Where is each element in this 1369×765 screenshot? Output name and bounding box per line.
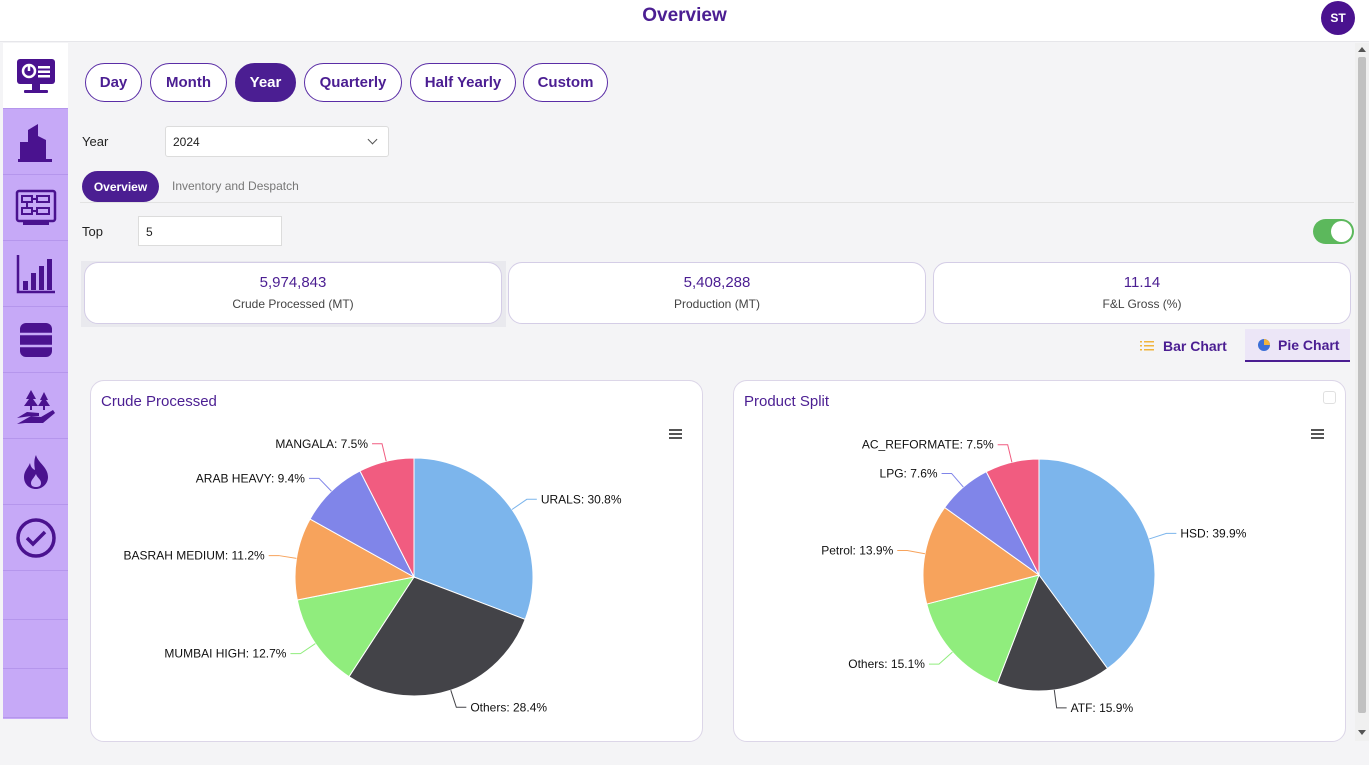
pie-connector bbox=[997, 444, 1013, 463]
period-month-button[interactable]: Month bbox=[150, 63, 227, 102]
pie-data-label: LPG: 7.6% bbox=[880, 466, 938, 480]
pie-slice-mangala[interactable] bbox=[359, 457, 415, 578]
scroll-down-arrow[interactable] bbox=[1358, 730, 1366, 735]
top-label: Top bbox=[82, 224, 103, 239]
tab-overview[interactable]: Overview bbox=[82, 171, 159, 202]
top-bar: Overview ST bbox=[0, 0, 1369, 42]
toggle-knob bbox=[1331, 221, 1352, 242]
list-icon bbox=[1140, 340, 1154, 350]
pie-connector bbox=[268, 555, 297, 559]
pie-slice-others[interactable] bbox=[926, 574, 1040, 684]
sidebar-empty-slot bbox=[3, 571, 68, 620]
pie-connector bbox=[897, 549, 926, 555]
sidebar-item-environment[interactable] bbox=[3, 373, 68, 439]
check-circle-icon bbox=[15, 517, 56, 558]
pie-chart-label: Pie Chart bbox=[1278, 336, 1340, 353]
pie-data-label: Others: 28.4% bbox=[470, 700, 547, 714]
year-select-value: 2024 bbox=[173, 135, 200, 149]
page-title: Overview bbox=[642, 5, 727, 26]
period-custom-button[interactable]: Custom bbox=[523, 63, 608, 102]
kpi-label: Crude Processed (MT) bbox=[232, 297, 354, 311]
pie-connector bbox=[450, 690, 467, 708]
pie-connector bbox=[1053, 689, 1067, 709]
toggle-switch[interactable] bbox=[1313, 219, 1354, 244]
menu-icon[interactable] bbox=[669, 429, 682, 431]
sidebar bbox=[3, 43, 68, 719]
tab-inventory-despatch[interactable]: Inventory and Despatch bbox=[172, 179, 299, 193]
pie-data-label: ATF: 15.9% bbox=[1071, 701, 1134, 715]
pie-slice-ac-reformate[interactable] bbox=[985, 458, 1040, 576]
sidebar-item-analytics[interactable] bbox=[3, 241, 68, 307]
pie-data-label: AC_REFORMATE: 7.5% bbox=[862, 438, 994, 452]
panel-checkbox[interactable] bbox=[1323, 391, 1336, 404]
hand-plant-icon bbox=[16, 389, 55, 424]
pie-data-label: BASRAH MEDIUM: 11.2% bbox=[124, 549, 265, 563]
chart-title: Product Split bbox=[744, 393, 830, 410]
kpi-value: 11.14 bbox=[1123, 274, 1161, 291]
bar-chart-button[interactable]: Bar Chart bbox=[1140, 329, 1235, 362]
flame-icon bbox=[23, 454, 48, 489]
bar-chart-label: Bar Chart bbox=[1163, 337, 1227, 354]
pie-chart-button[interactable]: Pie Chart bbox=[1245, 329, 1350, 362]
scrollbar[interactable] bbox=[1355, 43, 1369, 741]
kpi-card-fl-gross[interactable]: 11.14 F&L Gross (%) bbox=[933, 262, 1351, 324]
sidebar-item-storage[interactable] bbox=[3, 307, 68, 373]
kpi-value: 5,974,843 bbox=[259, 274, 327, 291]
bar-chart-icon bbox=[16, 254, 55, 293]
pie-connector bbox=[308, 477, 332, 492]
product-pie-chart: HSD: 39.9% ATF: 15.9% Others: 15.1% Petrol:… bbox=[821, 438, 1247, 715]
scroll-up-arrow[interactable] bbox=[1358, 47, 1366, 52]
pie-data-label: Petrol: 13.9% bbox=[821, 543, 893, 557]
kpi-card-crude[interactable]: 5,974,843 Crude Processed (MT) bbox=[84, 262, 502, 324]
sidebar-item-energy[interactable] bbox=[3, 439, 68, 505]
sidebar-item-approvals[interactable] bbox=[3, 505, 68, 571]
sidebar-empty-slot bbox=[3, 669, 68, 718]
sidebar-item-dashboard[interactable] bbox=[3, 43, 68, 109]
dashboard-monitor-icon bbox=[16, 58, 55, 93]
chart-title: Crude Processed bbox=[101, 393, 217, 410]
scroll-thumb[interactable] bbox=[1358, 57, 1366, 713]
pie-slice-urals[interactable] bbox=[413, 457, 534, 621]
pie-data-label: MANGALA: 7.5% bbox=[275, 437, 368, 451]
pie-connector bbox=[941, 472, 964, 488]
avatar[interactable]: ST bbox=[1321, 1, 1355, 35]
year-select[interactable]: 2024 bbox=[165, 126, 389, 157]
kpi-label: Production (MT) bbox=[673, 297, 761, 311]
pie-connector bbox=[372, 443, 387, 462]
kpi-label: F&L Gross (%) bbox=[1102, 297, 1182, 311]
period-day-button[interactable]: Day bbox=[85, 63, 142, 102]
pie-connector bbox=[290, 643, 316, 655]
building-icon bbox=[17, 123, 52, 162]
product-split-panel: Product Split HSD: 39.9% ATF: 15.9% Others… bbox=[733, 380, 1346, 742]
crude-processed-panel: Crude Processed URALS: 30.8% Others: 28.4… bbox=[90, 380, 703, 742]
pie-data-label: Others: 15.1% bbox=[848, 657, 925, 671]
period-half-yearly-button[interactable]: Half Yearly bbox=[410, 63, 516, 102]
sidebar-item-process[interactable] bbox=[3, 175, 68, 241]
pie-data-label: MUMBAI HIGH: 12.7% bbox=[164, 647, 286, 661]
menu-icon[interactable] bbox=[1311, 429, 1324, 431]
pie-connector bbox=[1149, 532, 1177, 540]
pie-connector bbox=[928, 651, 953, 665]
pie-data-label: HSD: 39.9% bbox=[1180, 526, 1246, 540]
pie-chart-icon bbox=[1258, 338, 1270, 351]
pie-slice-hsd[interactable] bbox=[1038, 458, 1156, 670]
chevron-down-icon bbox=[367, 134, 378, 145]
pie-slice-mumbai-high[interactable] bbox=[296, 576, 416, 678]
pie-slice-atf[interactable] bbox=[996, 573, 1109, 692]
sidebar-item-refinery[interactable] bbox=[3, 109, 68, 175]
pie-data-label: ARAB HEAVY: 9.4% bbox=[196, 471, 305, 485]
sidebar-empty-slot bbox=[3, 620, 68, 669]
period-year-button[interactable]: Year bbox=[235, 63, 296, 102]
period-quarterly-button[interactable]: Quarterly bbox=[304, 63, 402, 102]
flow-diagram-icon bbox=[15, 189, 56, 225]
pie-connector bbox=[511, 498, 537, 510]
kpi-card-production[interactable]: 5,408,288 Production (MT) bbox=[508, 262, 926, 324]
year-label: Year bbox=[82, 134, 109, 149]
tab-divider bbox=[80, 202, 1354, 203]
crude-pie-chart: URALS: 30.8% Others: 28.4% MUMBAI HIGH: 12… bbox=[124, 437, 622, 715]
kpi-value: 5,408,288 bbox=[683, 274, 751, 291]
barrel-icon bbox=[19, 322, 52, 357]
top-input[interactable]: 5 bbox=[138, 216, 282, 246]
pie-data-label: URALS: 30.8% bbox=[541, 492, 622, 506]
